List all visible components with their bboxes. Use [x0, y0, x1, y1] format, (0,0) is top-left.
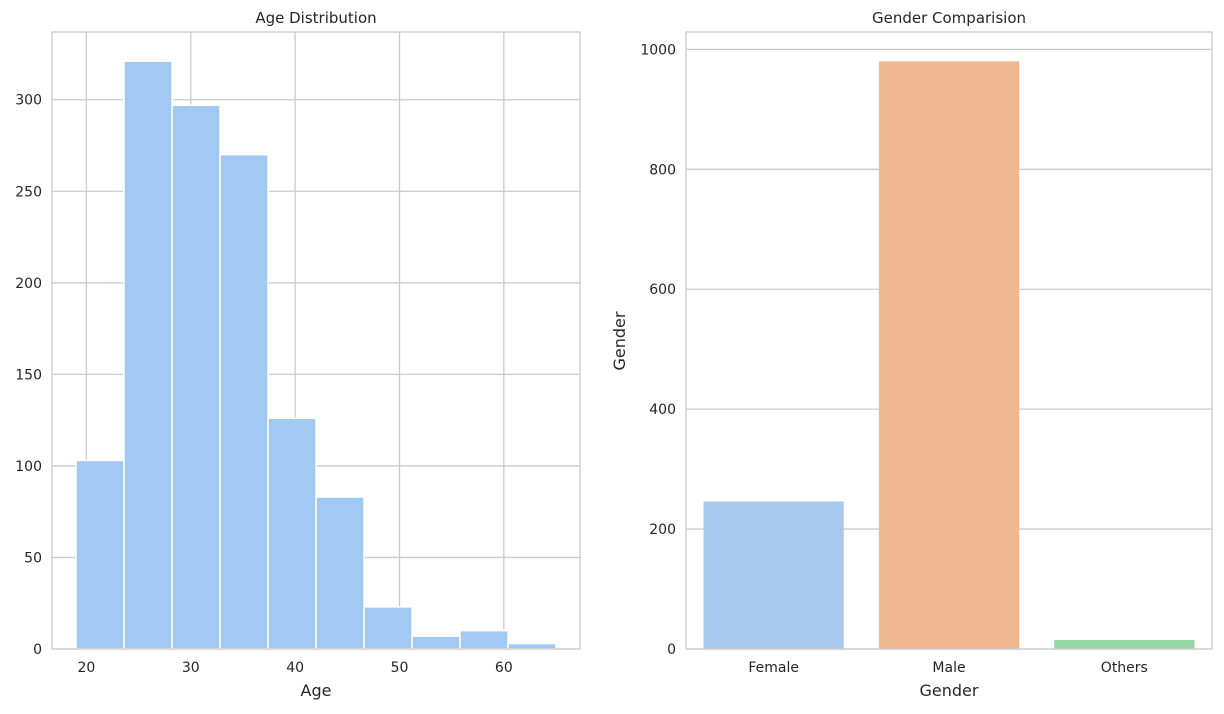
gender-y-tick-label-2: 400: [649, 402, 676, 418]
gender-bar-female: [703, 501, 844, 649]
gender-x-axis-label: Gender: [920, 681, 979, 700]
age-bin-bar-4: [267, 417, 317, 650]
age-bin-bar-9: [507, 642, 557, 650]
gender-x-tick-label-male: Male: [932, 660, 965, 676]
age-bin-bar-3: [219, 153, 269, 650]
age-x-tick-label-4: 60: [495, 660, 513, 676]
age-x-tick-label-2: 40: [286, 660, 304, 676]
age-y-tick-label-1: 50: [24, 550, 42, 566]
age-bin-bar-6: [363, 606, 413, 650]
gender-comparison-title: Gender Comparision: [872, 9, 1026, 27]
age-x-axis-label: Age: [301, 681, 332, 700]
age-bin-bar-8: [459, 629, 509, 650]
gender-y-tick-label-3: 600: [649, 282, 676, 298]
age-x-tick-label-1: 30: [182, 660, 200, 676]
gender-x-tick-label-female: Female: [748, 660, 799, 676]
age-y-tick-label-0: 0: [33, 642, 42, 658]
gender-y-tick-label-0: 0: [667, 642, 676, 658]
gender-y-tick-label-1: 200: [649, 522, 676, 538]
gender-axes-frame: [685, 31, 1213, 650]
age-x-tick-label-3: 50: [391, 660, 409, 676]
age-y-tick-label-2: 100: [15, 459, 42, 475]
age-y-tick-label-5: 250: [15, 184, 42, 200]
age-y-tick-label-3: 150: [15, 367, 42, 383]
age-bin-bar-5: [315, 496, 365, 650]
gender-comparison-axes: Gender Comparision Gender Gender Female M…: [610, 9, 1213, 700]
age-histogram-bars: [75, 60, 557, 650]
age-bin-bar-1: [123, 60, 173, 650]
age-y-tick-label-4: 200: [15, 276, 42, 292]
age-axes-frame: [51, 31, 581, 650]
gender-x-tick-label-others: Others: [1101, 660, 1148, 676]
gender-y-tick-label-4: 800: [649, 162, 676, 178]
age-bin-bar-0: [75, 459, 125, 650]
age-bin-bar-2: [171, 104, 221, 650]
age-x-tick-label-0: 20: [78, 660, 96, 676]
gender-y-tick-label-5: 1000: [640, 42, 676, 58]
age-y-tick-label-6: 300: [15, 93, 42, 109]
gender-bar-male: [878, 61, 1020, 649]
gender-y-axis-label: Gender: [610, 311, 629, 370]
age-distribution-title: Age Distribution: [255, 9, 376, 27]
age-distribution-axes: Age Distribution Age 20 30 40 50 60 0 50 100 150…: [15, 9, 581, 700]
age-bin-bar-7: [411, 635, 461, 650]
gender-bar-others: [1054, 640, 1195, 649]
gender-bars: [703, 61, 1195, 649]
